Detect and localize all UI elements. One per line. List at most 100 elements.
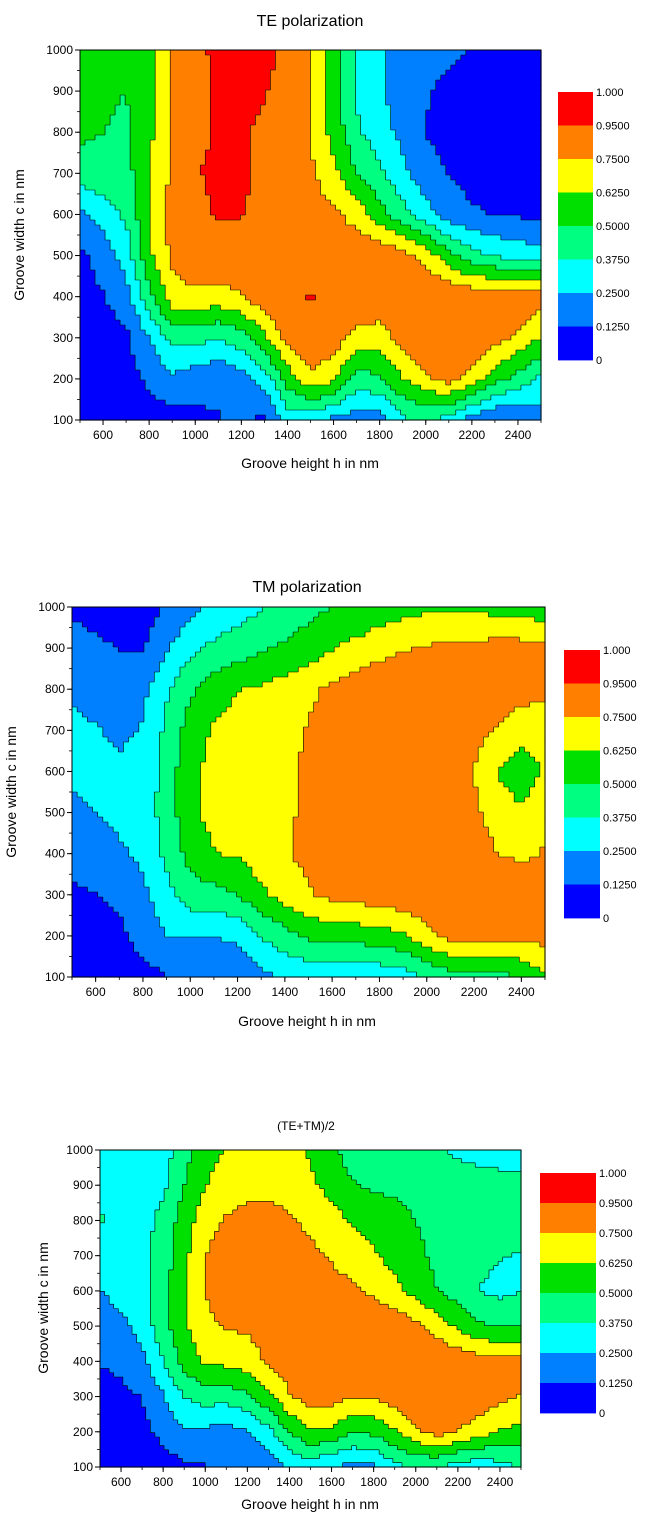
contour-cell	[514, 797, 526, 803]
contour-cell	[186, 1265, 206, 1271]
contour-cell	[246, 1428, 275, 1434]
contour-cell	[425, 370, 467, 376]
contour-cell	[539, 772, 546, 778]
contour-cell	[282, 922, 361, 928]
contour-cell	[257, 962, 382, 968]
contour-cell	[185, 662, 232, 668]
contour-cell	[100, 1329, 133, 1335]
contour-cell	[365, 135, 397, 141]
contour-cell	[360, 1184, 522, 1190]
contour-cell	[275, 405, 287, 411]
contour-cell	[310, 90, 327, 96]
contour-cell	[168, 1317, 188, 1322]
contour-cell	[272, 942, 366, 948]
contour-cell	[283, 1407, 399, 1412]
contour-cell	[310, 135, 332, 141]
contour-cell	[107, 737, 130, 743]
contour-cell	[385, 70, 447, 76]
contour-cell	[293, 827, 490, 833]
contour-cell	[185, 712, 222, 718]
contour-cell	[246, 862, 299, 868]
contour-cell	[231, 627, 299, 633]
contour-cell	[185, 622, 243, 628]
contour-cell	[205, 642, 279, 648]
contour-cell	[431, 642, 546, 648]
contour-cell	[72, 742, 114, 748]
contour-cell	[285, 385, 342, 391]
contour-cell	[127, 1385, 161, 1391]
contour-cell	[205, 1282, 357, 1288]
contour-cell	[355, 60, 387, 66]
contour-cell	[209, 1299, 380, 1305]
contour-cell	[195, 692, 238, 698]
contour-cell	[365, 1291, 408, 1297]
contour-cell	[438, 1454, 522, 1460]
contour-cell	[209, 1304, 389, 1310]
contour-cell	[402, 1411, 485, 1417]
contour-cell	[100, 1278, 151, 1284]
contour-cell	[80, 175, 136, 181]
contour-cell	[164, 1359, 179, 1365]
contour-cell	[140, 230, 151, 236]
y-axis-label: Groove width c in nm	[3, 726, 19, 858]
contour-cell	[250, 145, 312, 151]
contour-cell	[154, 677, 176, 683]
contour-cell	[170, 145, 211, 151]
contour-cell	[100, 1265, 151, 1271]
contour-cell	[241, 1368, 275, 1374]
contour-cell	[118, 837, 160, 843]
contour-cell	[210, 842, 294, 848]
contour-cell	[402, 1462, 449, 1468]
contour-cell	[325, 55, 342, 61]
contour-cell	[170, 50, 206, 56]
contour-cell	[530, 340, 542, 346]
contour-cell	[100, 1167, 170, 1173]
contour-cell	[320, 190, 352, 196]
contour-cell	[210, 85, 272, 91]
contour-cell	[150, 1269, 170, 1275]
contour-cell	[165, 335, 251, 341]
contour-cell	[80, 135, 96, 141]
contour-cell	[385, 170, 412, 176]
contour-cell	[251, 1338, 444, 1344]
contour-cell	[95, 135, 131, 141]
contour-cell	[100, 1299, 110, 1305]
contour-cell	[262, 607, 330, 613]
contour-cell	[383, 1192, 522, 1198]
chart-avg-svg: (TE+TM)/2 600 800 1000 1200 1400 1600 1800 2000…	[35, 1119, 633, 1512]
contour-cell	[395, 340, 502, 346]
contour-cell	[177, 1359, 202, 1365]
contour-cell	[500, 235, 542, 241]
contour-cell	[240, 290, 542, 296]
x-tick-label: 800	[133, 985, 153, 999]
contour-cell	[345, 140, 372, 146]
contour-cell	[72, 622, 83, 628]
contour-cell	[72, 867, 140, 873]
x-tick-label: 1800	[366, 985, 393, 999]
contour-cell	[425, 120, 542, 126]
contour-cell	[245, 205, 337, 211]
contour-cell	[150, 1282, 170, 1288]
contour-cell	[260, 1381, 289, 1387]
contour-cell	[484, 1278, 522, 1284]
contour-cell	[100, 1325, 133, 1331]
contour-cell	[484, 1321, 522, 1327]
contour-cell	[450, 65, 542, 71]
contour-cell	[185, 717, 217, 723]
x-tick-label: 800	[153, 1475, 173, 1489]
contour-cell	[149, 682, 176, 688]
contour-cell	[296, 1415, 348, 1421]
contour-cell	[150, 215, 166, 221]
contour-cell	[298, 812, 484, 818]
contour-cell	[493, 842, 546, 848]
contour-cell	[72, 802, 89, 808]
contour-cell	[205, 175, 251, 181]
contour-cell	[360, 175, 387, 181]
contour-cell	[374, 1462, 403, 1468]
contour-cell	[191, 1235, 215, 1241]
contour-cell	[308, 882, 546, 888]
contour-cell	[340, 170, 357, 176]
contour-cell	[265, 95, 312, 101]
contour-cell	[308, 722, 500, 728]
contour-cell	[122, 1377, 156, 1382]
